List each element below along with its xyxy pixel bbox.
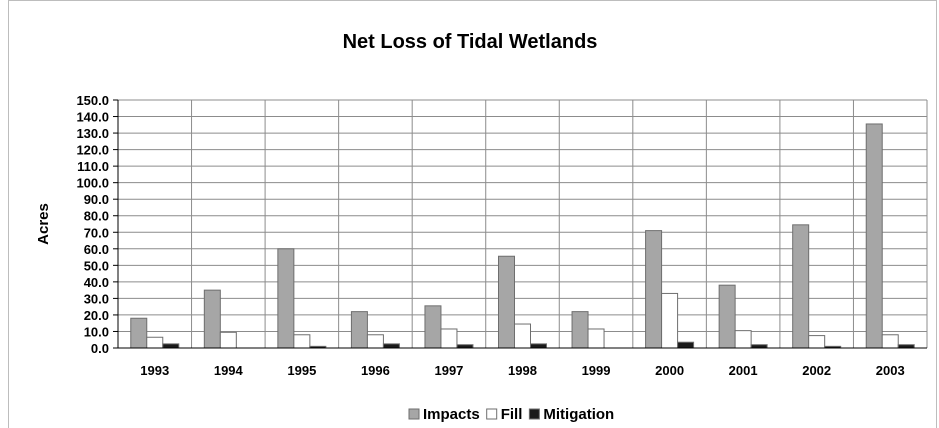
bar-impacts-1998: [498, 255, 515, 349]
legend-label-impacts: Impacts: [423, 406, 480, 423]
y-axis-label: Acres: [35, 203, 52, 245]
y-tick-label: 110.0: [77, 159, 109, 174]
legend: Impacts Fill Mitigation: [408, 406, 614, 423]
bar-fill-1999: [587, 328, 605, 349]
bar-impacts-1999: [571, 311, 589, 349]
x-tick-label: 2002: [802, 363, 831, 378]
bar-impacts-2003: [865, 123, 883, 349]
x-tick-label: 1996: [361, 363, 390, 378]
y-tick-label: 60.0: [84, 242, 109, 257]
bar-impacts-1996: [350, 311, 368, 349]
bar-impacts-1997: [424, 305, 442, 349]
x-tick-label: 2003: [876, 363, 905, 378]
bar-fill-2002: [808, 335, 826, 349]
bar-mitigation-1998: [530, 343, 547, 349]
x-tick-label: 2000: [655, 363, 684, 378]
x-tick-label: 1994: [214, 363, 244, 378]
bar-mitigation-1996: [382, 343, 400, 349]
y-tick-label: 150.0: [76, 93, 109, 108]
bar-impacts-1995: [277, 248, 295, 349]
bar-fill-2000: [661, 292, 679, 349]
y-tick-label: 90.0: [84, 192, 109, 207]
y-tick-label: 120.0: [76, 143, 109, 158]
bar-fill-2001: [734, 330, 752, 349]
y-tick-label: 130.0: [76, 126, 109, 141]
legend-swatch-impacts: [408, 408, 420, 420]
y-tick-label: 140.0: [76, 110, 109, 125]
bar-fill-2003: [881, 334, 899, 349]
y-tick-label: 80.0: [84, 209, 109, 224]
legend-label-mitigation: Mitigation: [543, 406, 614, 423]
y-tick-label: 70.0: [84, 225, 109, 240]
bar-fill-1993: [146, 336, 164, 349]
x-tick-label: 2001: [729, 363, 758, 378]
y-tick-label: 50.0: [84, 258, 109, 273]
bar-impacts-2001: [718, 284, 736, 349]
bar-impacts-2002: [792, 224, 810, 349]
legend-swatch-fill: [486, 408, 498, 420]
y-tick-label: 40.0: [84, 275, 109, 290]
chart-frame: [8, 0, 937, 428]
chart-title: Net Loss of Tidal Wetlands: [343, 31, 598, 53]
bars: [130, 123, 915, 349]
y-tick-label: 100.0: [76, 176, 109, 191]
bar-impacts-2000: [645, 230, 663, 349]
bar-fill-1996: [366, 334, 384, 349]
y-tick-label: 20.0: [84, 308, 109, 323]
x-tick-label: 1998: [508, 363, 537, 378]
bar-fill-1997: [440, 328, 458, 349]
bar-mitigation-1993: [162, 343, 180, 349]
y-tick-label: 10.0: [84, 324, 109, 339]
bar-impacts-1993: [130, 317, 148, 349]
legend-label-fill: Fill: [501, 406, 523, 423]
x-tick-label: 1993: [140, 363, 169, 378]
y-tick-label: 0.0: [91, 341, 109, 356]
legend-swatch-mitigation: [528, 408, 540, 420]
x-tick-label: 1999: [582, 363, 611, 378]
x-tick-label: 1997: [434, 363, 463, 378]
y-tick-label: 30.0: [84, 291, 109, 306]
bar-fill-1995: [293, 334, 311, 349]
axes: 0.010.020.030.040.050.060.070.080.090.01…: [76, 93, 927, 378]
x-tick-label: 1995: [287, 363, 316, 378]
bar-fill-1994: [219, 331, 237, 349]
bar-fill-1998: [514, 323, 531, 349]
gridlines: [117, 99, 928, 349]
bar-impacts-1994: [203, 289, 221, 349]
bar-mitigation-2000: [677, 341, 695, 349]
